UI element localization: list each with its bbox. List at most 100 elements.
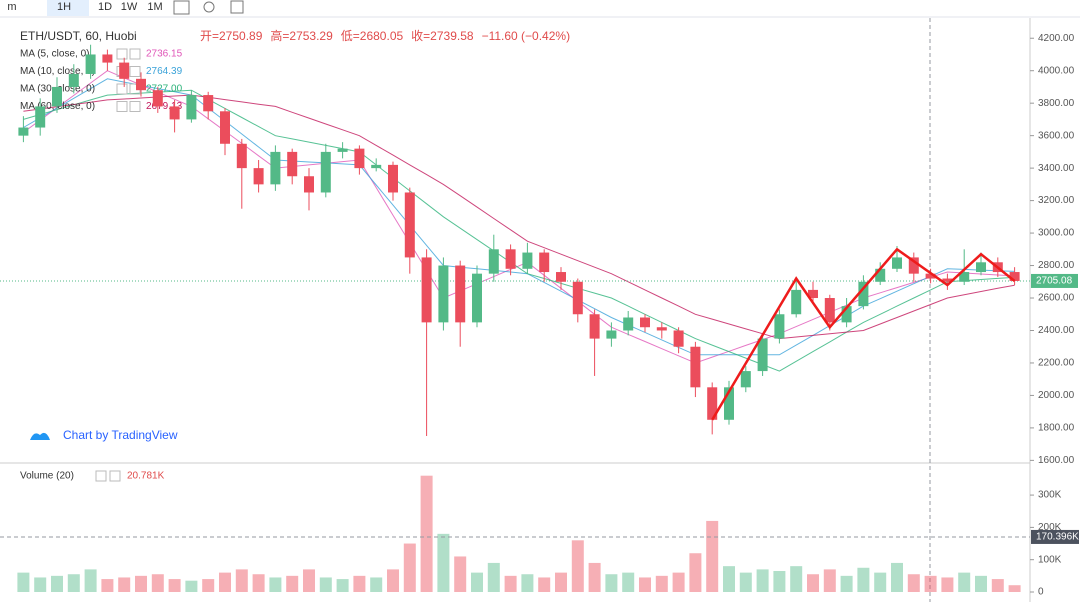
ma-legend-value: 2764.39 — [146, 66, 183, 77]
candle-body — [505, 249, 516, 269]
candle-body — [1009, 272, 1020, 281]
volume-bar — [135, 575, 147, 592]
candle-body — [152, 90, 163, 107]
candle-body — [354, 148, 365, 169]
candle-body — [556, 272, 566, 282]
candle-body — [169, 106, 180, 120]
y-tick-label: 2600.00 — [1038, 293, 1075, 304]
candle-body — [18, 127, 29, 136]
interval-button[interactable]: 1H — [57, 1, 71, 13]
symbol-title[interactable]: ETH/USDT, 60, Huobi — [20, 29, 137, 43]
legend-eye[interactable] — [95, 470, 107, 482]
candle-body — [388, 164, 398, 193]
ohlc-value: 低=2680.05 — [341, 29, 404, 43]
volume-bar — [1008, 585, 1021, 592]
candle-body — [270, 151, 281, 185]
snapshot-icon[interactable] — [230, 0, 244, 14]
candle-body — [791, 289, 802, 315]
volume-bar — [555, 572, 567, 592]
volume-bar — [891, 562, 903, 592]
candle-body — [85, 54, 96, 74]
y-tick-label: 3800.00 — [1038, 98, 1075, 109]
ma-legend-name[interactable]: MA (60, close, 0) — [20, 101, 95, 112]
legend-close[interactable] — [129, 66, 141, 77]
candle-body — [68, 73, 79, 87]
candle-body — [892, 257, 902, 269]
volume-bar — [907, 574, 920, 592]
y-tick-label: 1600.00 — [1038, 455, 1075, 466]
vol-tick-label: 300K — [1038, 490, 1062, 501]
candle-body — [841, 306, 852, 323]
volume-legend-name[interactable]: Volume (20) — [20, 471, 74, 482]
volume-bar — [706, 520, 719, 592]
volume-bar — [219, 572, 231, 592]
volume-bar — [471, 572, 483, 592]
volume-bar — [924, 575, 937, 592]
crosshair-label: 170.396K — [1036, 532, 1079, 543]
candle-body — [253, 168, 264, 185]
volume-bar — [689, 553, 702, 592]
watermark[interactable]: Chart by TradingView — [63, 428, 178, 442]
volume-bar — [17, 572, 30, 592]
volume-bar — [168, 579, 181, 592]
candle-body — [186, 95, 197, 120]
active-interval — [47, 0, 89, 16]
volume-bar — [51, 575, 63, 592]
candle-body — [925, 273, 936, 279]
interval-button[interactable]: 1M — [147, 1, 162, 13]
candle-body — [774, 314, 785, 339]
candle-body — [236, 143, 247, 169]
candle-body — [488, 249, 499, 274]
candle-body — [572, 281, 583, 315]
vol-tick-label: 200K — [1038, 522, 1062, 533]
volume-bar — [840, 575, 853, 592]
volume-bar — [151, 574, 164, 592]
ma-legend-name[interactable]: MA (5, close, 0) — [20, 49, 89, 60]
last-price-box — [1031, 273, 1078, 288]
y-tick-label: 1800.00 — [1038, 423, 1075, 434]
volume-bar — [756, 569, 769, 592]
legend-close[interactable] — [129, 48, 141, 60]
volume-bar — [303, 569, 315, 592]
volume-bar — [34, 577, 47, 592]
candle-body — [656, 327, 667, 331]
candle-body — [976, 262, 986, 273]
y-tick-label: 2000.00 — [1038, 390, 1075, 401]
candle-body — [203, 95, 214, 112]
y-tick-label: 4200.00 — [1038, 33, 1075, 44]
vol-tick-label: 100K — [1038, 554, 1062, 565]
candle-body — [824, 298, 835, 323]
ohlc-value: −11.60 (−0.42%) — [482, 29, 571, 43]
zigzag-drawing[interactable] — [711, 247, 1016, 421]
interval-button[interactable]: m — [7, 1, 16, 13]
candle-body — [119, 62, 130, 79]
legend-eye[interactable] — [116, 101, 128, 112]
candle-body — [959, 272, 970, 282]
volume-bar — [538, 577, 551, 592]
candle-body — [102, 54, 113, 63]
interval-button[interactable]: 1D — [98, 1, 112, 13]
candle-body — [606, 330, 617, 339]
candle-body — [539, 252, 550, 273]
candle-body — [707, 387, 718, 420]
volume-bar — [672, 572, 685, 592]
legend-eye[interactable] — [116, 83, 128, 95]
volume-bar — [958, 572, 971, 592]
volume-bar — [370, 577, 383, 592]
y-tick-label: 4000.00 — [1038, 65, 1075, 76]
legend-close[interactable] — [129, 101, 141, 112]
legend-close[interactable] — [109, 470, 121, 482]
candle-body — [337, 148, 348, 152]
y-tick-label: 2400.00 — [1038, 325, 1075, 336]
settings-icon[interactable] — [203, 1, 215, 13]
volume-bar — [286, 575, 299, 592]
indicator-icon[interactable] — [173, 0, 190, 15]
crosshair-box — [1031, 529, 1079, 544]
legend-eye[interactable] — [116, 48, 128, 60]
y-tick-label: 3000.00 — [1038, 228, 1075, 239]
candle-body — [522, 252, 533, 269]
interval-button[interactable]: 1W — [121, 1, 138, 13]
candle-body — [304, 176, 314, 193]
ma-legend-name[interactable]: MA (10, close, 0) — [20, 66, 95, 77]
